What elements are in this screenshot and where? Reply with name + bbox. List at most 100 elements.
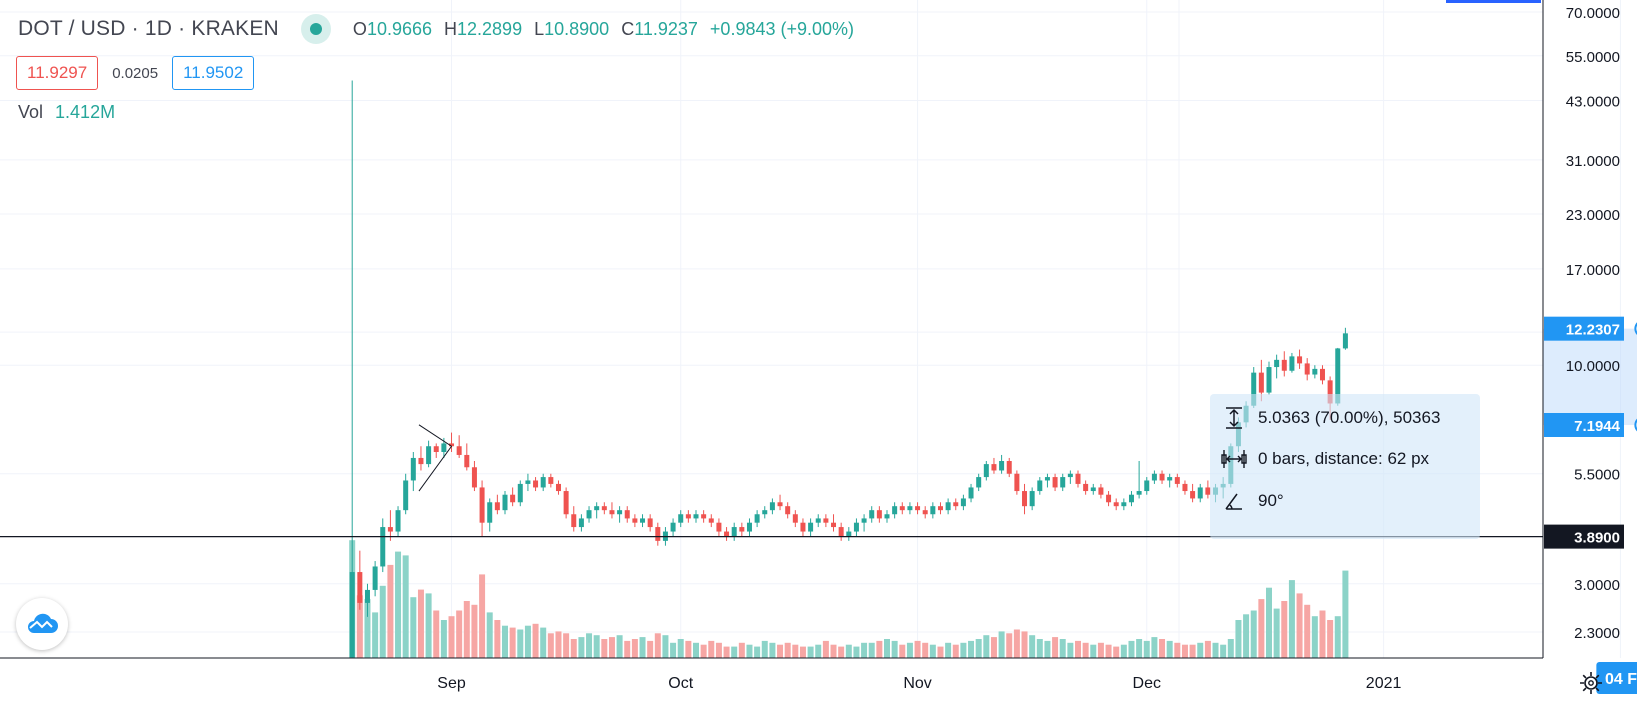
volume-bar	[1097, 642, 1104, 658]
volume-bar	[555, 631, 562, 658]
candle-body	[441, 443, 447, 452]
candle-body	[1128, 494, 1134, 503]
volume-bar	[1327, 620, 1334, 658]
candle-body	[907, 506, 913, 511]
candle-body	[777, 502, 783, 507]
volume-label: Vol	[18, 102, 44, 122]
candle-body	[395, 510, 401, 532]
candle-body	[555, 483, 561, 492]
volume-bar	[746, 644, 753, 658]
measure-price-row: 5.0363 (70.00%), 50363	[1210, 406, 1440, 430]
volume-bar	[868, 642, 875, 658]
volume-bar	[891, 640, 898, 658]
volume-bar	[1006, 633, 1013, 658]
time-tick-label: Nov	[903, 675, 931, 692]
price-tick-label: 43.0000	[1566, 93, 1620, 110]
time-tick-label: Sep	[437, 675, 466, 692]
candle-body	[601, 506, 607, 511]
volume-bar	[853, 646, 860, 658]
symbol-title[interactable]: DOT / USD · 1D · KRAKEN	[18, 17, 279, 40]
candle-body	[1190, 491, 1196, 499]
volume-value: 1.412M	[55, 102, 116, 122]
volume-bar	[884, 639, 890, 658]
volume-bar	[471, 604, 478, 658]
volume-bar	[456, 610, 463, 658]
volume-bar	[815, 644, 822, 658]
volume-legend[interactable]: Vol 1.412M	[18, 102, 115, 123]
candle-body	[762, 510, 768, 515]
candle-body	[594, 506, 600, 511]
candle-body	[1144, 480, 1150, 492]
candle-body	[1289, 356, 1295, 371]
symbol-legend[interactable]: DOT / USD · 1D · KRAKEN O10.9666 H12.289…	[18, 14, 854, 44]
candle-body	[960, 498, 966, 507]
volume-bar	[1029, 635, 1036, 658]
candle-body	[586, 510, 592, 519]
candle-body	[525, 480, 531, 484]
volume-bar	[731, 646, 738, 658]
candle-body	[922, 510, 928, 515]
ohlc-values: O10.9666 H12.2899 L10.8900 C11.9237 +0.9…	[353, 19, 854, 40]
price-tick-label: 10.0000	[1566, 358, 1620, 375]
candle-body	[1083, 483, 1089, 492]
candle-body	[655, 527, 661, 541]
volume-bar	[532, 623, 539, 658]
sell-button[interactable]: 11.9297	[16, 56, 99, 90]
candle-body	[1106, 494, 1112, 503]
candle-body	[892, 506, 898, 515]
volume-bar	[509, 627, 516, 658]
volume-bar	[517, 629, 524, 658]
candle-body	[937, 506, 943, 511]
volume-bar	[922, 642, 929, 658]
volume-bar	[861, 642, 868, 658]
volume-bar	[960, 642, 967, 658]
angle-icon	[1210, 490, 1258, 512]
measure-angle: 90°	[1258, 491, 1284, 510]
measure-top-badge-bg	[1544, 316, 1624, 341]
candle-body	[1319, 368, 1325, 381]
volume-bar	[1151, 637, 1158, 658]
time-tick-label: Oct	[668, 675, 693, 692]
tradingview-cloud-icon[interactable]	[16, 598, 68, 650]
volume-bar	[990, 637, 997, 658]
price-tick-label: 17.0000	[1566, 262, 1620, 279]
candle-body	[1006, 460, 1012, 474]
volume-bar	[685, 640, 692, 658]
measure-angle-row: 90°	[1210, 490, 1284, 512]
volume-bar	[998, 631, 1005, 658]
candle-body	[1297, 356, 1303, 364]
candle-body	[449, 443, 455, 447]
candle-body	[1342, 333, 1348, 349]
volume-bar	[1220, 644, 1227, 658]
volume-bar	[677, 639, 684, 658]
volume-bar	[563, 633, 570, 658]
candle-body	[754, 514, 760, 523]
volume-bar	[670, 642, 677, 658]
candle-body	[869, 510, 875, 519]
drawings[interactable]	[0, 321, 1637, 538]
candle-body	[632, 518, 638, 523]
triangle-pattern[interactable]	[418, 424, 453, 492]
gear-icon[interactable]	[1574, 666, 1608, 700]
volume-bar	[1075, 640, 1081, 658]
candle-body	[364, 589, 370, 603]
volume-bar	[1067, 642, 1074, 658]
market-status-icon[interactable]	[300, 14, 331, 44]
volume-bar	[1113, 646, 1120, 658]
volume-bar	[1304, 604, 1311, 658]
volume-bar	[1266, 587, 1272, 658]
time-tick-label: 2021	[1366, 675, 1402, 692]
volume-bar	[524, 625, 531, 658]
candle-body	[1182, 483, 1188, 492]
volume-bar	[906, 642, 913, 658]
volume-bar	[1181, 644, 1188, 658]
candle-body	[372, 566, 378, 590]
volume-bar	[547, 633, 554, 658]
price-tick-label: 55.0000	[1566, 49, 1620, 66]
buy-button[interactable]: 11.9502	[172, 56, 255, 90]
volume-bar	[502, 625, 508, 658]
candle-body	[1312, 368, 1318, 375]
candle-body	[1136, 491, 1142, 495]
